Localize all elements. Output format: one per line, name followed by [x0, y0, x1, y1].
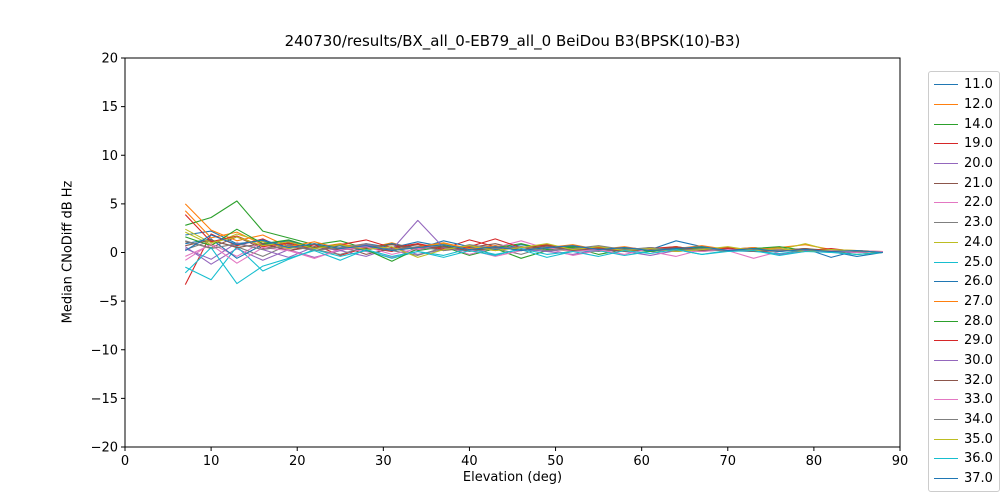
legend-swatch [934, 202, 958, 204]
legend-label: 12.0 [964, 97, 993, 113]
y-axis-label: Median CNoDiff dB Hz [60, 180, 76, 324]
legend-item: 33.0 [934, 390, 994, 410]
legend-item: 27.0 [934, 292, 994, 312]
x-axis-label: Elevation (deg) [462, 470, 563, 485]
legend-swatch [934, 359, 958, 361]
legend-label: 34.0 [964, 412, 993, 428]
legend-item: 37.0 [934, 469, 994, 489]
legend-item: 12.0 [934, 95, 994, 115]
legend-swatch [934, 419, 958, 421]
legend-label: 21.0 [964, 175, 993, 191]
legend-label: 28.0 [964, 313, 993, 329]
legend-label: 11.0 [964, 77, 993, 93]
legend-label: 22.0 [964, 195, 993, 211]
legend-swatch [934, 458, 958, 460]
legend-label: 35.0 [964, 431, 993, 447]
legend-item: 32.0 [934, 370, 994, 390]
legend-item: 11.0 [934, 75, 994, 95]
legend-label: 20.0 [964, 156, 993, 172]
x-tick-label: 20 [289, 454, 306, 469]
y-tick-label: 20 [101, 52, 118, 67]
legend: 11.0 12.0 14.0 19.0 20.0 21.0 22.0 23.0 24.0 25.0… [928, 71, 1000, 493]
legend-label: 26.0 [964, 274, 993, 290]
y-tick-label: 15 [101, 100, 118, 115]
x-tick-label: 30 [375, 454, 392, 469]
series-lines [184, 200, 883, 285]
legend-swatch [934, 143, 958, 145]
legend-item: 28.0 [934, 311, 994, 331]
axis-ticks: 0 10 20 30 40 50 60 70 80 90 −20 −15 −10 −5 0 5 10 15 20 [91, 52, 909, 470]
legend-label: 29.0 [964, 333, 993, 349]
legend-label: 19.0 [964, 136, 993, 152]
legend-item: 22.0 [934, 193, 994, 213]
legend-label: 14.0 [964, 116, 993, 132]
legend-label: 33.0 [964, 392, 993, 408]
legend-swatch [934, 300, 958, 302]
legend-item: 34.0 [934, 410, 994, 430]
legend-item: 14.0 [934, 114, 994, 134]
y-tick-label: −15 [91, 392, 118, 407]
legend-swatch [934, 379, 958, 381]
x-tick-label: 90 [892, 454, 909, 469]
legend-label: 23.0 [964, 215, 993, 231]
chart-title: 240730/results/BX_all_0-EB79_all_0 BeiDo… [284, 32, 741, 50]
legend-item: 26.0 [934, 272, 994, 292]
legend-label: 25.0 [964, 254, 993, 270]
legend-swatch [934, 320, 958, 322]
x-tick-label: 60 [633, 454, 650, 469]
y-tick-label: −5 [99, 295, 118, 310]
legend-swatch [934, 104, 958, 106]
legend-swatch [934, 123, 958, 125]
legend-label: 27.0 [964, 293, 993, 309]
legend-item: 36.0 [934, 449, 994, 469]
y-tick-label: −20 [91, 441, 118, 456]
x-tick-label: 70 [720, 454, 737, 469]
series-line-36.0 [184, 247, 883, 285]
legend-label: 37.0 [964, 471, 993, 487]
legend-swatch [934, 281, 958, 283]
y-tick-label: 5 [110, 197, 118, 212]
plot-frame [124, 57, 901, 448]
legend-swatch [934, 182, 958, 184]
legend-label: 24.0 [964, 234, 993, 250]
y-tick-label: 0 [110, 246, 118, 261]
legend-item: 29.0 [934, 331, 994, 351]
x-tick-label: 80 [806, 454, 823, 469]
series-line-37.0 [185, 234, 883, 254]
y-tick-label: −10 [91, 343, 118, 358]
legend-label: 36.0 [964, 451, 993, 467]
legend-swatch [934, 163, 958, 165]
legend-item: 25.0 [934, 252, 994, 272]
legend-item: 20.0 [934, 154, 994, 174]
legend-swatch [934, 478, 958, 480]
x-tick-label: 50 [547, 454, 564, 469]
legend-swatch [934, 399, 958, 401]
y-tick-label: 10 [101, 149, 118, 164]
legend-swatch [934, 84, 958, 86]
legend-label: 32.0 [964, 372, 993, 388]
legend-item: 21.0 [934, 173, 994, 193]
legend-swatch [934, 241, 958, 243]
legend-swatch [934, 438, 958, 440]
legend-swatch [934, 222, 958, 224]
x-tick-label: 40 [461, 454, 478, 469]
x-tick-label: 10 [203, 454, 220, 469]
legend-swatch [934, 261, 958, 263]
x-tick-label: 0 [121, 454, 129, 469]
legend-item: 24.0 [934, 233, 994, 253]
legend-item: 30.0 [934, 351, 994, 371]
legend-item: 23.0 [934, 213, 994, 233]
legend-item: 35.0 [934, 429, 994, 449]
legend-label: 30.0 [964, 352, 993, 368]
legend-swatch [934, 340, 958, 342]
legend-item: 19.0 [934, 134, 994, 154]
